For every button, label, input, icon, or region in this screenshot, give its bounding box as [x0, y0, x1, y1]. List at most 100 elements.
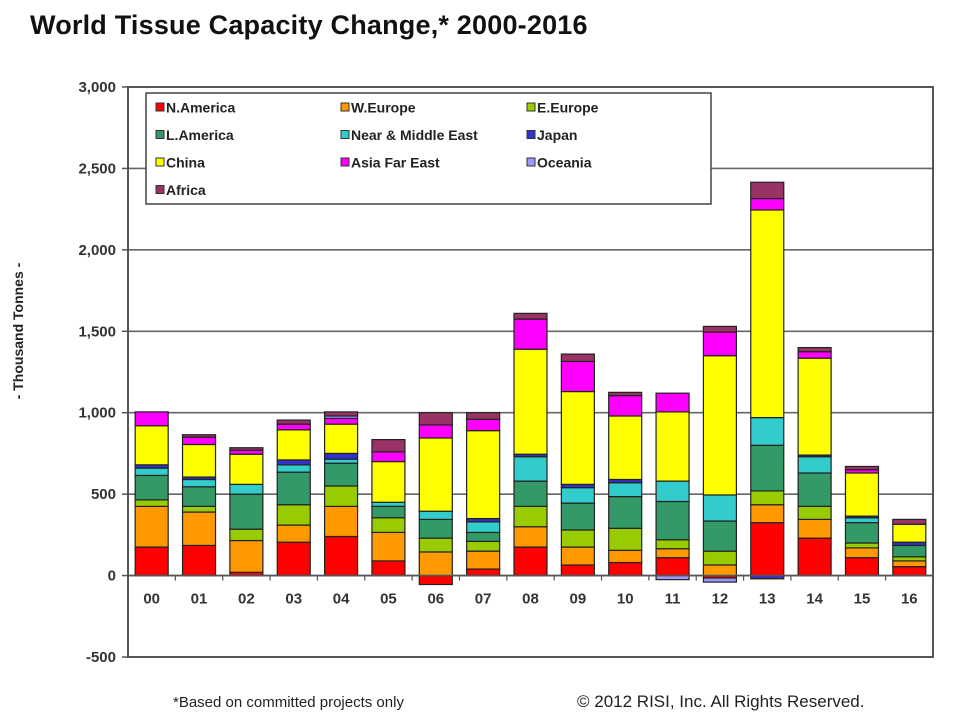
bar-segment-japan-04 — [323, 452, 359, 460]
bar-segment-china-11 — [655, 411, 690, 482]
x-tick-label: 00 — [143, 591, 160, 608]
bar-segment-africa-05 — [371, 438, 406, 453]
bar-segment-l-america-13 — [750, 444, 785, 492]
bar-segment-w-europe-00 — [134, 505, 169, 548]
bar-segment-w-europe-13 — [750, 504, 785, 524]
bar-segment-asia-far-east-00 — [134, 411, 169, 427]
bar-stack-16 — [892, 518, 927, 577]
bar-segment-l-america-04 — [323, 462, 359, 487]
bar-segment-africa-15 — [844, 465, 880, 471]
bar-segment-w-europe-15 — [844, 547, 880, 559]
bar-segment-asia-far-east-06 — [418, 424, 453, 439]
bar-segment-w-europe-16 — [892, 560, 927, 568]
bar-segment-africa-01 — [181, 434, 217, 438]
legend-label: Asia Far East — [351, 155, 440, 171]
bar-segment-africa-16 — [892, 518, 927, 525]
x-tick-label: 05 — [380, 591, 397, 608]
y-tick-label: 3,000 — [78, 79, 116, 96]
bar-segment-africa-07 — [466, 412, 501, 420]
bar-segment-china-06 — [418, 437, 453, 512]
bar-segment-e-europe-00 — [134, 499, 169, 507]
legend-swatch — [340, 102, 350, 112]
x-tick-label: 15 — [854, 591, 871, 608]
y-tick-label: 0 — [108, 568, 116, 585]
bar-segment-africa-04 — [323, 411, 359, 417]
footnote: *Based on committed projects only — [173, 694, 404, 711]
legend-item: Africa — [155, 182, 206, 198]
bar-segment-e-europe-05 — [371, 517, 406, 534]
bar-segment-asia-far-east-11 — [655, 392, 690, 413]
bar-segment-w-europe-10 — [608, 549, 643, 564]
bar-segment-e-europe-02 — [229, 528, 264, 542]
bar-stack-02 — [229, 447, 264, 577]
bar-segment-n-america-01 — [181, 544, 217, 577]
legend-item: China — [155, 155, 205, 171]
legend-swatch — [155, 157, 165, 167]
bar-segment-near-middle-east-07 — [466, 521, 501, 534]
bar-segment-e-europe-04 — [323, 485, 359, 507]
bar-segment-africa-10 — [608, 391, 643, 397]
bar-stack-15 — [844, 465, 880, 577]
bar-segment-n-america-09 — [560, 564, 595, 577]
bar-segment-e-europe-09 — [560, 529, 595, 548]
legend-swatch — [340, 130, 350, 139]
bar-segment-asia-far-east-13 — [750, 197, 785, 211]
bar-segment-africa-09 — [560, 353, 595, 363]
bar-segment-near-middle-east-11 — [655, 480, 690, 503]
bar-segment-china-08 — [513, 348, 548, 455]
bar-segment-n-america-07 — [466, 568, 501, 577]
bar-stack-06 — [418, 412, 453, 586]
bar-stack-07 — [466, 412, 501, 577]
bar-segment-e-europe-12 — [702, 550, 738, 566]
bar-segment-africa-14 — [797, 346, 832, 353]
bar-stack-00 — [134, 411, 169, 577]
bar-stack-05 — [371, 438, 406, 577]
x-axis: 00 01 02 03 04 05 06 07 08 09 10 11 12 13 14 15 16 — [128, 574, 933, 608]
bar-segment-africa-13 — [750, 181, 785, 200]
legend-swatch — [155, 102, 165, 112]
bar-segment-near-middle-east-09 — [560, 487, 595, 504]
legend-swatch — [155, 130, 165, 139]
copyright-notice: © 2012 RISI, Inc. All Rights Reserved. — [577, 692, 865, 711]
bar-segment-l-america-15 — [844, 522, 880, 544]
bar-segment-china-16 — [892, 523, 927, 543]
bar-segment-near-middle-east-10 — [608, 482, 643, 498]
legend-item: Japan — [526, 127, 577, 143]
x-tick-label: 08 — [522, 591, 539, 608]
bar-segment-l-america-00 — [134, 474, 169, 501]
bar-segment-asia-far-east-07 — [466, 418, 501, 432]
bar-segment-w-europe-11 — [655, 548, 690, 559]
bar-segment-china-05 — [371, 460, 406, 503]
bar-segment-l-america-08 — [513, 480, 548, 507]
plot-area-frame — [127, 86, 934, 658]
bar-segment-l-america-07 — [466, 531, 501, 542]
bar-stack-01 — [181, 434, 217, 577]
y-tick-label: -500 — [86, 649, 116, 666]
bar-segment-china-10 — [608, 415, 643, 481]
bar-segment-asia-far-east-01 — [181, 436, 217, 446]
legend-label: Oceania — [537, 155, 592, 171]
x-tick-label: 14 — [806, 591, 823, 608]
legend-swatch — [526, 102, 536, 112]
y-tick-label: 500 — [91, 486, 116, 503]
bar-segment-africa-08 — [513, 312, 548, 320]
bar-segment-n-america-10 — [608, 561, 643, 577]
legend-item: E.Europe — [526, 100, 599, 116]
bar-segment-e-europe-10 — [608, 527, 643, 551]
bar-segment-china-00 — [134, 425, 169, 466]
bar-segment-china-04 — [323, 423, 359, 455]
bar-segment-n-america-05 — [371, 560, 406, 577]
bar-stack-03 — [276, 419, 311, 577]
bar-segment-china-02 — [229, 453, 264, 485]
bar-segment-e-europe-01 — [181, 505, 217, 513]
bar-segment-near-middle-east-12 — [702, 494, 738, 522]
bar-segment-n-america-11 — [655, 557, 690, 577]
y-axis: -500 0 500 1,000 1,500 2,000 2,500 3,000 — [78, 79, 128, 666]
bar-segment-n-america-13 — [750, 522, 785, 577]
chart-title: World Tissue Capacity Change,* 2000-2016 — [30, 10, 588, 40]
bar-segment-w-europe-14 — [797, 518, 832, 539]
bar-segment-asia-far-east-08 — [513, 318, 548, 350]
bar-segment-near-middle-east-03 — [276, 464, 311, 473]
bar-segment-w-europe-02 — [229, 539, 264, 573]
